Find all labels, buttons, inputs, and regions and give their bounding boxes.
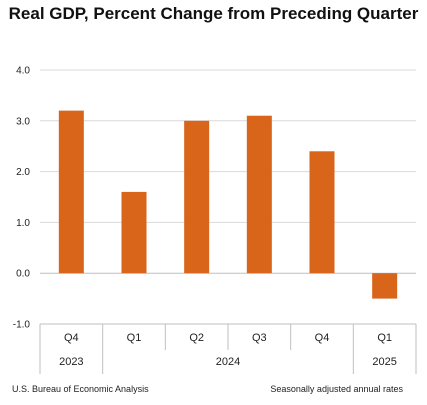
bar-4 (246, 115, 272, 274)
x-year-label: 2023 (59, 356, 83, 368)
y-tick-label: 1.0 (16, 218, 30, 229)
x-year-label: 2024 (216, 356, 240, 368)
bar-2 (121, 191, 147, 274)
x-category-label: Q2 (189, 332, 204, 344)
chart-title: Real GDP, Percent Change from Preceding … (8, 4, 419, 23)
x-year-label: 2025 (372, 356, 396, 368)
bar-5 (309, 151, 335, 274)
y-tick-label: 0.0 (16, 269, 30, 280)
y-tick-label: 2.0 (16, 167, 30, 178)
y-axis-tick-labels: 4.0 3.0 2.0 1.0 0.0 -1.0 (13, 66, 31, 331)
bar-6 (372, 273, 398, 299)
y-tick-label: 3.0 (16, 116, 30, 127)
rates-note: Seasonally adjusted annual rates (270, 384, 403, 394)
gridlines (40, 69, 416, 325)
x-category-label: Q1 (127, 332, 142, 344)
x-axis-category-table: Q4 Q1 Q2 Q3 Q4 Q1 2023 2024 2025 (39, 323, 417, 374)
x-category-label: Q4 (315, 332, 330, 344)
bar-1 (58, 110, 84, 274)
x-category-label: Q4 (64, 332, 79, 344)
y-tick-label: -1.0 (13, 320, 31, 331)
bars (58, 110, 398, 299)
bar-3 (184, 120, 210, 274)
x-category-label: Q1 (377, 332, 392, 344)
x-category-label: Q3 (252, 332, 267, 344)
y-tick-label: 4.0 (16, 66, 30, 77)
source-note: U.S. Bureau of Economic Analysis (12, 384, 149, 394)
